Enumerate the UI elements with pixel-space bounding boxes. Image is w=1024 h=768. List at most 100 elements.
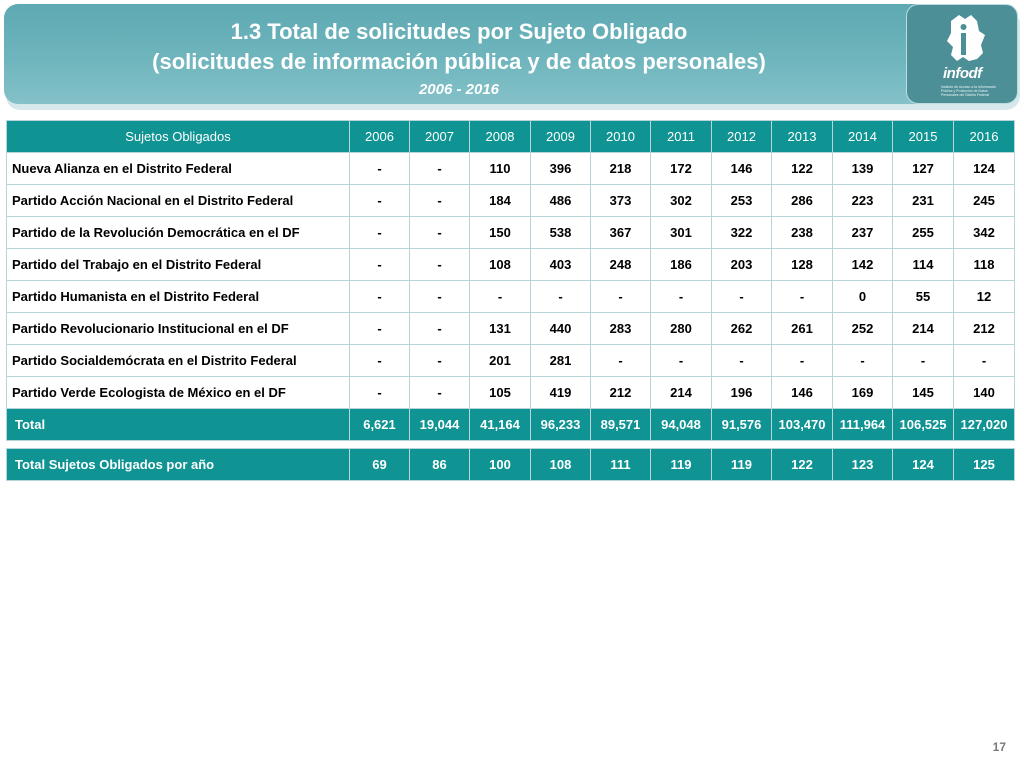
table-cell: -: [409, 152, 470, 185]
total-row: Total 6,621 19,044 41,164 96,233 89,571 94,048…: [6, 408, 1015, 441]
table-cell: 103,470: [771, 408, 833, 441]
table-cell: 108: [530, 448, 591, 481]
table-cell: 108: [469, 248, 531, 281]
table-cell: 145: [892, 376, 954, 409]
table-cell: 280: [650, 312, 712, 345]
column-header-year: 2014: [832, 120, 893, 153]
table-cell: 69: [349, 448, 410, 481]
table-cell: -: [530, 280, 591, 313]
total-per-year-row: Total Sujetos Obligados por año 69 86 100 10…: [6, 448, 1015, 481]
table-cell: 6,621: [349, 408, 410, 441]
table-cell: 403: [530, 248, 591, 281]
table-row: Partido Humanista en el Distrito Federal…: [6, 280, 1015, 313]
table-cell: 19,044: [409, 408, 470, 441]
table-cell: -: [409, 216, 470, 249]
table-cell: 86: [409, 448, 470, 481]
table-cell: 111: [590, 448, 651, 481]
row-spacer: [6, 440, 1015, 449]
table-cell: 131: [469, 312, 531, 345]
table-cell: 119: [711, 448, 772, 481]
column-header-year: 2011: [650, 120, 712, 153]
table-cell: 203: [711, 248, 772, 281]
table-cell: 486: [530, 184, 591, 217]
table-cell: 440: [530, 312, 591, 345]
table-cell: 214: [892, 312, 954, 345]
table-cell: -: [771, 280, 833, 313]
row-label: Partido Humanista en el Distrito Federal: [6, 280, 350, 313]
table-cell: -: [409, 280, 470, 313]
table-cell: 373: [590, 184, 651, 217]
table-cell: 106,525: [892, 408, 954, 441]
row-label: Partido de la Revolución Democrática en …: [6, 216, 350, 249]
table-cell: 0: [832, 280, 893, 313]
table-cell: -: [590, 280, 651, 313]
table-cell: 283: [590, 312, 651, 345]
row-label: Partido Acción Nacional en el Distrito F…: [6, 184, 350, 217]
table-cell: 111,964: [832, 408, 893, 441]
table-cell: -: [711, 344, 772, 377]
table-cell: 237: [832, 216, 893, 249]
table-cell: 218: [590, 152, 651, 185]
table-cell: 281: [530, 344, 591, 377]
row-label: Total: [6, 408, 350, 441]
table-cell: 184: [469, 184, 531, 217]
header-banner: 1.3 Total de solicitudes por Sujeto Obli…: [4, 4, 1018, 104]
table-cell: 114: [892, 248, 954, 281]
table-cell: 124: [953, 152, 1015, 185]
table-cell: 186: [650, 248, 712, 281]
table-row: Partido de la Revolución Democrática en …: [6, 216, 1015, 249]
table-cell: 231: [892, 184, 954, 217]
table-cell: 196: [711, 376, 772, 409]
table-cell: -: [349, 216, 410, 249]
solicitudes-table: Sujetos Obligados 2006 2007 2008 2009 20…: [6, 120, 1015, 481]
table-cell: -: [409, 248, 470, 281]
table-cell: 12: [953, 280, 1015, 313]
spacer-cell: [6, 440, 1015, 449]
table-cell: 96,233: [530, 408, 591, 441]
table-header-row: Sujetos Obligados 2006 2007 2008 2009 20…: [6, 120, 1015, 153]
table-cell: -: [409, 312, 470, 345]
table-cell: -: [590, 344, 651, 377]
table-cell: 41,164: [469, 408, 531, 441]
table-cell: 253: [711, 184, 772, 217]
column-header-year: 2012: [711, 120, 772, 153]
row-label: Partido Socialdemócrata en el Distrito F…: [6, 344, 350, 377]
column-header-sujetos: Sujetos Obligados: [6, 120, 350, 153]
table-cell: -: [349, 376, 410, 409]
column-header-year: 2013: [771, 120, 833, 153]
table-cell: 119: [650, 448, 712, 481]
table-cell: -: [409, 184, 470, 217]
table-cell: 255: [892, 216, 954, 249]
table-cell: 396: [530, 152, 591, 185]
table-cell: 55: [892, 280, 954, 313]
table-cell: 89,571: [590, 408, 651, 441]
table-cell: 127,020: [953, 408, 1015, 441]
table-row: Partido del Trabajo en el Distrito Feder…: [6, 248, 1015, 281]
table-cell: 419: [530, 376, 591, 409]
page-number: 17: [992, 740, 1006, 754]
table-cell: 286: [771, 184, 833, 217]
table-cell: 214: [650, 376, 712, 409]
table-cell: 301: [650, 216, 712, 249]
table-cell: 212: [953, 312, 1015, 345]
row-label: Nueva Alianza en el Distrito Federal: [6, 152, 350, 185]
table-cell: 248: [590, 248, 651, 281]
table-cell: 169: [832, 376, 893, 409]
logo-tagline: Instituto de Acceso a la Información Púb…: [941, 85, 997, 97]
table-cell: 223: [832, 184, 893, 217]
column-header-year: 2009: [530, 120, 591, 153]
table-cell: 538: [530, 216, 591, 249]
table-cell: -: [892, 344, 954, 377]
table-cell: 245: [953, 184, 1015, 217]
table-row: Nueva Alianza en el Distrito Federal - -11…: [6, 152, 1015, 185]
column-header-year: 2008: [469, 120, 531, 153]
row-label: Total Sujetos Obligados por año: [6, 448, 350, 481]
page-title-line2: (solicitudes de información pública y de…: [152, 49, 766, 74]
table-cell: -: [349, 280, 410, 313]
column-header-year: 2010: [590, 120, 651, 153]
table-cell: 125: [953, 448, 1015, 481]
column-header-year: 2016: [953, 120, 1015, 153]
table-cell: 122: [771, 448, 833, 481]
table-cell: -: [711, 280, 772, 313]
column-header-year: 2007: [409, 120, 470, 153]
